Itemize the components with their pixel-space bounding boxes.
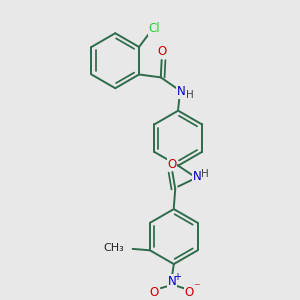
Text: ⁻: ⁻	[193, 281, 200, 294]
Text: O: O	[184, 286, 194, 299]
Text: +: +	[173, 272, 181, 281]
Text: O: O	[167, 158, 177, 171]
Text: CH₃: CH₃	[104, 243, 124, 253]
Text: N: N	[177, 85, 186, 98]
Text: O: O	[157, 45, 167, 58]
Text: N: N	[193, 170, 201, 183]
Text: H: H	[201, 169, 209, 179]
Text: N: N	[168, 275, 177, 288]
Text: Cl: Cl	[148, 22, 160, 35]
Text: O: O	[149, 286, 158, 299]
Text: H: H	[186, 90, 194, 100]
